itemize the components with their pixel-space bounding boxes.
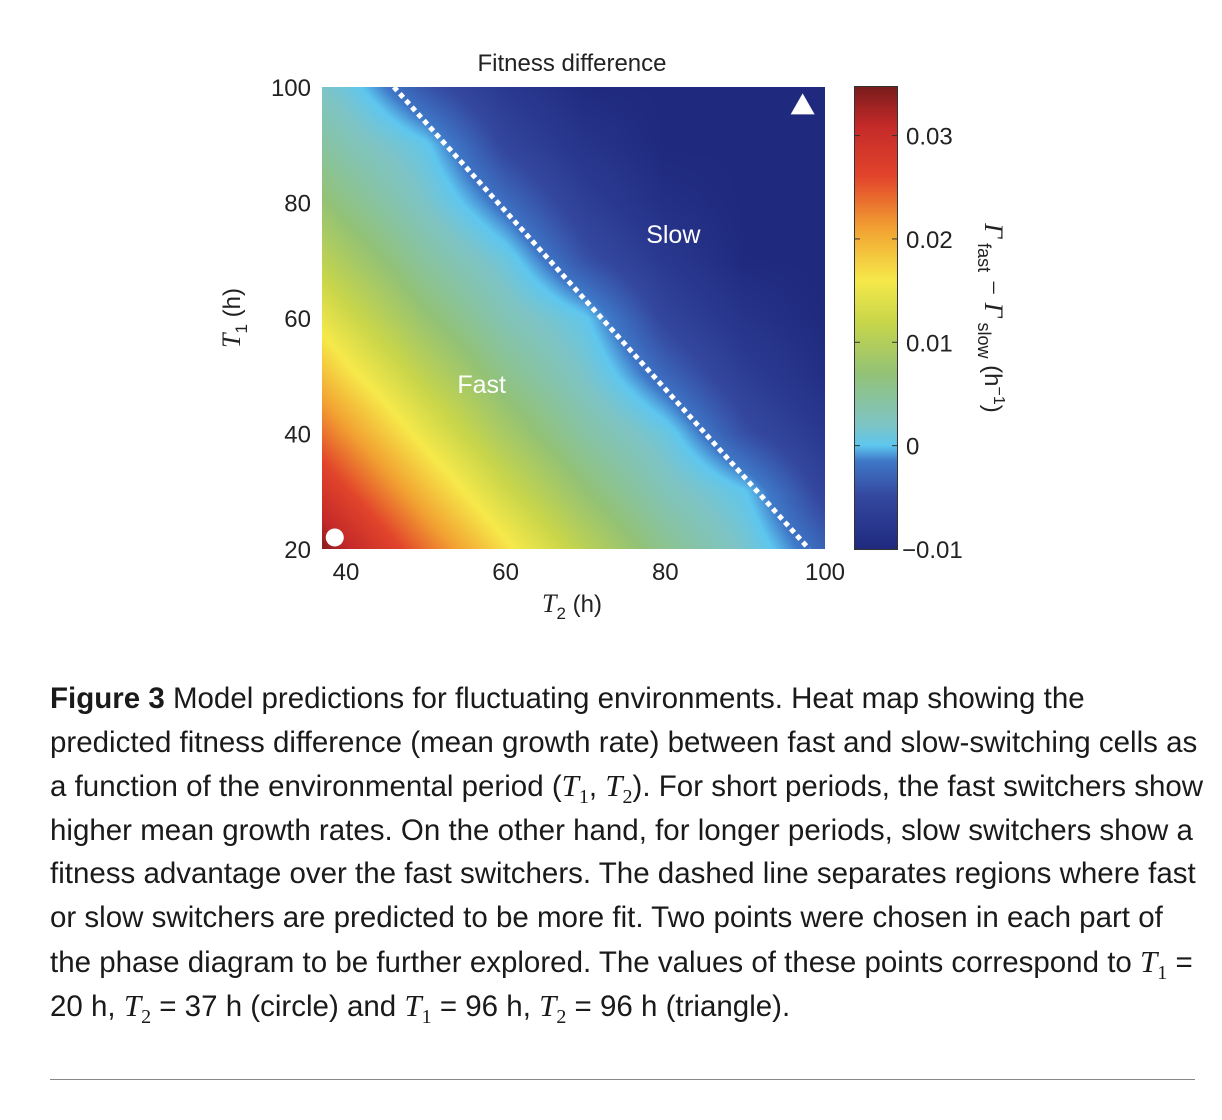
x-tick-label: 100 [805, 559, 845, 586]
circle-marker [325, 528, 344, 547]
colorbar-tick-label: 0.02 [906, 227, 953, 254]
y-tick-label: 60 [284, 306, 311, 333]
caption-text: = 96 h (triangle). [566, 990, 791, 1024]
var-T: T [605, 768, 623, 804]
figure-label: Figure 3 [50, 682, 165, 715]
chart-overlay: Fitness difference 20 40 60 80 100 40 60 80 100 T2… [217, 50, 1008, 623]
sub: 2 [622, 786, 633, 809]
caption-text: = 37 h (circle) and [151, 990, 405, 1024]
sub: 2 [556, 1006, 567, 1029]
x-axis-label: T2 (h) [542, 589, 602, 623]
caption-text: Model predictions for fluctuating enviro… [50, 682, 1198, 804]
var-T: T [1140, 943, 1158, 979]
var-T: T [123, 988, 142, 1024]
caption-text: ). For short periods, the fast switchers… [50, 770, 1204, 979]
region-label: Fast [457, 371, 506, 399]
y-tick-label: 40 [284, 422, 311, 449]
colorbar-tick-label: 0.03 [906, 124, 953, 151]
colorbar [854, 86, 898, 550]
x-tick-label: 80 [652, 559, 679, 586]
sub: 1 [1157, 961, 1168, 984]
var-T: T [404, 988, 422, 1024]
sub: 1 [578, 786, 589, 809]
y-tick-label: 100 [271, 75, 311, 102]
caption-text: = 20 h, [50, 945, 1193, 1024]
y-tick-label: 80 [284, 191, 311, 218]
x-tick-label: 40 [333, 559, 360, 586]
region-label: Slow [646, 221, 701, 249]
colorbar-tick-label: 0 [906, 434, 919, 461]
colorbar-label: Γ fast − Γ slow (h−1) [974, 222, 1008, 412]
triangle-marker [790, 93, 815, 115]
caption-text: , [588, 770, 606, 804]
figure-caption: Figure 3 Model predictions for fluctuati… [50, 677, 1210, 1029]
sub: 2 [141, 1006, 152, 1029]
chart-title: Fitness difference [478, 50, 667, 77]
var-T: T [539, 988, 557, 1024]
x-tick-label: 60 [492, 559, 519, 586]
y-axis-label: T1 (h) [217, 288, 251, 348]
caption-rule [50, 1079, 1195, 1080]
caption-text: = 96 h, [431, 990, 540, 1024]
colorbar-tick-label: −0.01 [902, 537, 963, 564]
heatmap [322, 87, 825, 549]
y-tick-label: 20 [284, 537, 311, 564]
sub: 1 [421, 1006, 432, 1029]
colorbar-tick-label: 0.01 [906, 330, 953, 357]
boundary-dashed-line [391, 85, 811, 551]
var-T: T [561, 768, 579, 804]
